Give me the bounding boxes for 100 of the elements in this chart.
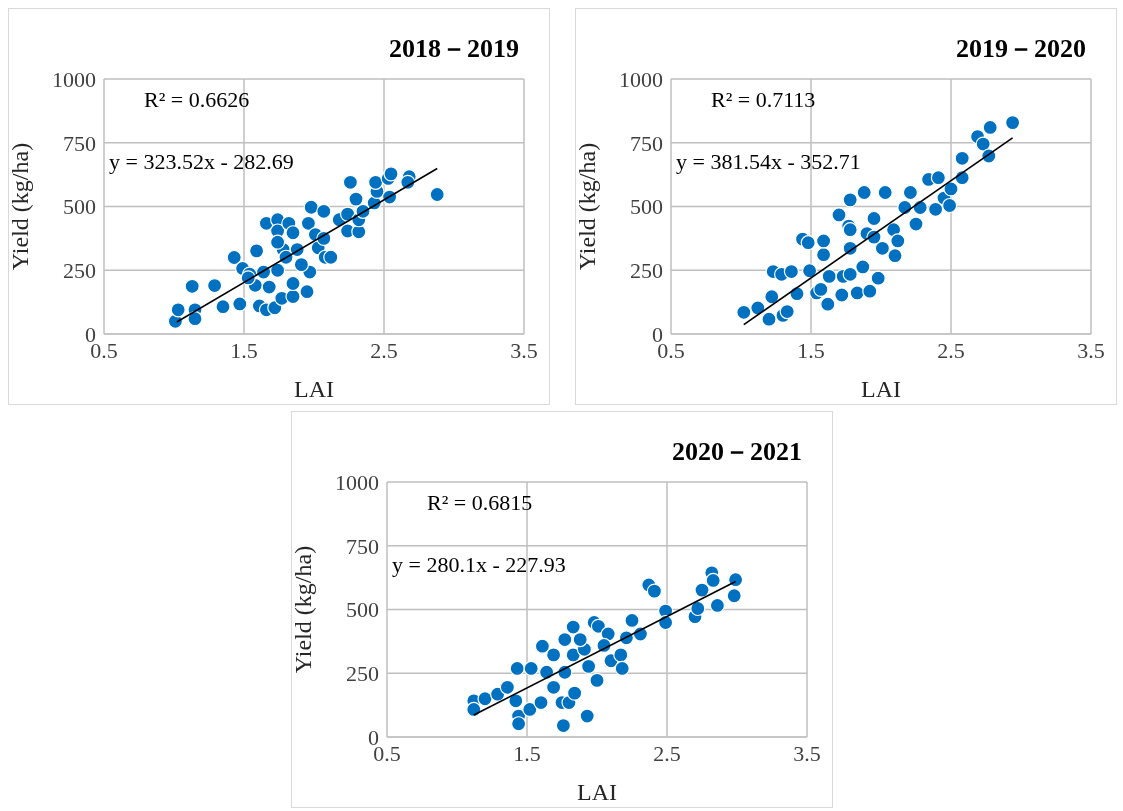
annotation: y = 323.52x - 282.69: [109, 149, 294, 175]
point: [887, 248, 903, 264]
x-tick-label: 2.5: [937, 337, 965, 363]
y-axis-title: Yield (kg/ha): [573, 142, 600, 271]
point: [285, 275, 301, 292]
point: [877, 184, 893, 201]
point: [761, 311, 777, 327]
point: [539, 664, 555, 680]
chart-title: 2020－2021: [672, 436, 802, 468]
point: [477, 691, 493, 707]
point: [285, 225, 301, 241]
point: [600, 626, 616, 642]
point: [249, 243, 265, 259]
point: [750, 300, 766, 316]
point: [383, 166, 399, 182]
point: [800, 235, 816, 251]
point: [954, 150, 970, 166]
point: [590, 618, 606, 634]
point: [646, 583, 662, 599]
point: [534, 638, 550, 654]
x-tick-label: 1.5: [513, 740, 541, 766]
point: [429, 186, 445, 203]
annotation: R² = 0.7113: [711, 87, 816, 113]
point: [816, 233, 832, 249]
point: [834, 287, 850, 303]
y-tick-label: 1000: [52, 66, 96, 92]
point: [565, 619, 581, 635]
point: [943, 181, 959, 197]
point: [303, 199, 319, 215]
point: [866, 210, 882, 227]
point: [511, 716, 527, 732]
point: [285, 288, 301, 305]
point: [816, 247, 832, 263]
point: [232, 296, 248, 312]
annotation: R² = 0.6626: [144, 87, 250, 113]
annotation: R² = 0.6815: [427, 490, 533, 516]
point: [342, 174, 358, 190]
point: [736, 304, 752, 320]
point: [614, 660, 630, 677]
point: [533, 694, 549, 711]
point: [270, 234, 286, 250]
point: [546, 679, 562, 695]
point: [170, 302, 186, 318]
x-tick-label: 3.5: [510, 337, 538, 363]
point: [813, 281, 829, 297]
point: [226, 249, 242, 266]
point: [508, 693, 524, 709]
y-tick-label: 500: [63, 194, 96, 220]
point: [300, 215, 316, 231]
point: [546, 647, 562, 663]
y-axis-title: Yield (kg/ha): [6, 142, 33, 271]
x-axis-title: LAI: [577, 779, 617, 805]
point: [820, 296, 836, 312]
point: [187, 311, 203, 327]
point: [908, 216, 924, 232]
point: [348, 191, 364, 207]
point: [842, 266, 858, 282]
point: [942, 197, 958, 214]
point: [589, 672, 605, 688]
point: [368, 174, 384, 190]
point: [316, 203, 332, 219]
point: [579, 708, 595, 724]
point: [726, 588, 742, 604]
x-tick-label: 3.5: [793, 740, 821, 766]
point: [270, 262, 286, 278]
point: [466, 701, 482, 718]
point: [890, 233, 906, 249]
y-tick-label: 250: [63, 258, 96, 284]
point: [779, 303, 795, 320]
point: [975, 136, 991, 152]
point: [802, 263, 818, 279]
point: [855, 259, 871, 275]
point: [856, 184, 872, 201]
point: [764, 289, 780, 305]
point: [902, 184, 918, 201]
chart-title: 2019－2020: [956, 33, 1086, 65]
annotation: y = 381.54x - 352.71: [676, 149, 861, 175]
point: [567, 685, 583, 701]
x-axis-title: LAI: [294, 376, 334, 402]
point: [1005, 115, 1021, 131]
x-tick-label: 2.5: [653, 740, 681, 766]
chart-title: 2018－2019: [389, 33, 519, 65]
point: [613, 647, 629, 663]
point: [624, 612, 640, 629]
y-tick-label: 750: [63, 130, 96, 156]
point: [831, 207, 847, 223]
point: [870, 270, 886, 286]
x-tick-label: 2.5: [370, 337, 398, 363]
point: [557, 631, 573, 648]
x-tick-label: 3.5: [1077, 337, 1105, 363]
point: [928, 201, 944, 217]
point: [565, 647, 581, 663]
annotation: y = 280.1x - 227.93: [392, 552, 566, 578]
point: [323, 249, 339, 265]
point: [523, 660, 539, 677]
point: [509, 660, 525, 677]
y-tick-label: 500: [346, 597, 379, 623]
point: [184, 278, 200, 294]
x-tick-label: 1.5: [797, 337, 825, 363]
y-axis-title: Yield (kg/ha): [289, 545, 316, 674]
